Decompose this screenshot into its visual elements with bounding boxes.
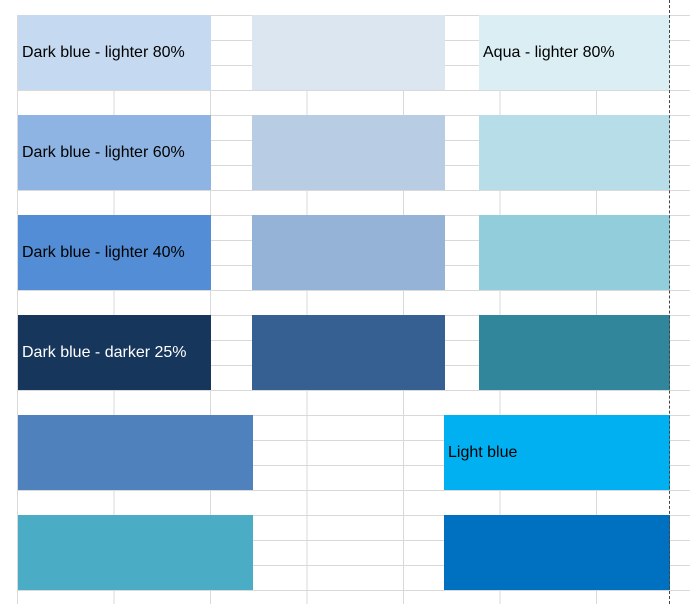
sheet-top-margin (0, 0, 690, 15)
cell-label: Dark blue - darker 25% (22, 343, 187, 361)
cell-dark-blue-lighter-40[interactable]: Dark blue - lighter 40% (18, 215, 211, 290)
page-break-line (669, 0, 670, 604)
cell-fill-blank[interactable] (252, 15, 445, 90)
cell-dark-blue-darker-25[interactable]: Dark blue - darker 25% (18, 315, 211, 390)
cell-fill-blank[interactable] (479, 215, 670, 290)
cell-fill-blank[interactable] (479, 315, 670, 390)
cell-label: Dark blue - lighter 80% (22, 43, 185, 61)
cell-fill-blank[interactable] (18, 515, 253, 590)
cell-fill-blank[interactable] (444, 515, 670, 590)
cell-dark-blue-lighter-60[interactable]: Dark blue - lighter 60% (18, 115, 211, 190)
cell-label: Aqua - lighter 80% (483, 43, 615, 61)
sheet-left-margin (0, 0, 17, 604)
cell-fill-blank[interactable] (252, 315, 445, 390)
cell-label: Dark blue - lighter 40% (22, 243, 185, 261)
cell-fill-blank[interactable] (252, 115, 445, 190)
cell-fill-blank[interactable] (479, 115, 670, 190)
cell-label: Dark blue - lighter 60% (22, 143, 185, 161)
cell-fill-blank[interactable] (18, 415, 253, 490)
cell-fill-blank[interactable] (252, 215, 445, 290)
cell-light-blue[interactable]: Light blue (444, 415, 670, 490)
cell-dark-blue-lighter-80[interactable]: Dark blue - lighter 80% (18, 15, 211, 90)
cell-aqua-lighter-80[interactable]: Aqua - lighter 80% (479, 15, 670, 90)
cell-label: Light blue (448, 443, 518, 461)
